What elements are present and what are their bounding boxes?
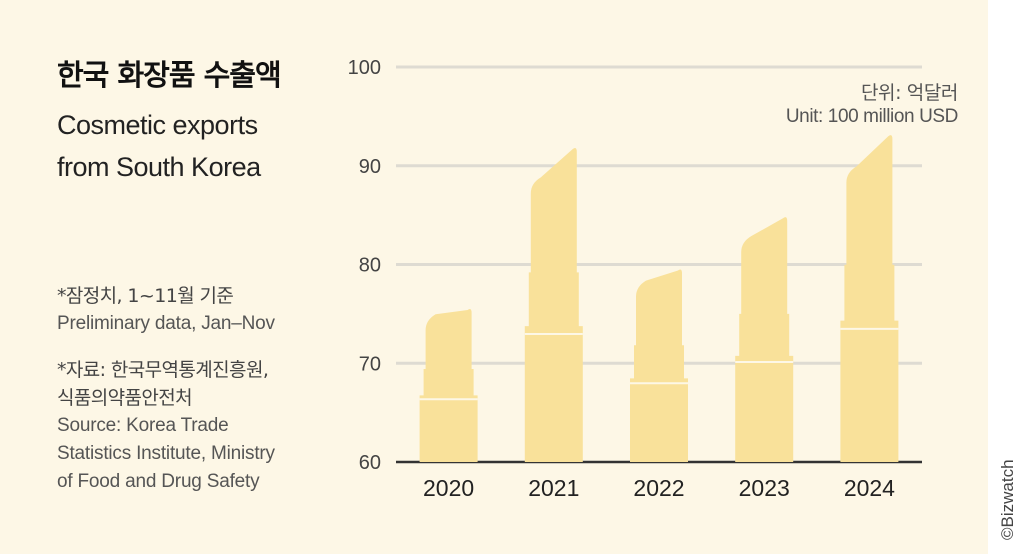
copyright-credit: ©Bizwatch (998, 459, 1017, 540)
y-tick-label-70: 70 (359, 353, 381, 375)
x-tick-label-2022: 2022 (633, 475, 684, 501)
source-english-line-1: Source: Korea Trade (57, 415, 229, 436)
title-en-line-2: from South Korea (57, 152, 261, 182)
x-tick-label-2024: 2024 (844, 475, 895, 501)
preliminary-note: *잠정치, 1~11월 기준 Preliminary data, Jan–Nov (57, 282, 327, 338)
y-tick-label-60: 60 (359, 452, 381, 474)
x-tick-label-2020: 2020 (423, 475, 474, 501)
bar-2024 (840, 135, 899, 462)
y-tick-label-80: 80 (359, 255, 381, 277)
title-en-line-1: Cosmetic exports (57, 110, 258, 140)
source-note: *자료: 한국무역통계진흥원, 식품의약품안전처 Source: Korea T… (57, 356, 327, 496)
x-tick-label-2023: 2023 (739, 475, 790, 501)
bar-2023 (735, 217, 794, 462)
y-tick-label-100: 100 (348, 57, 381, 79)
bar-2020 (419, 308, 478, 462)
unit-label-korean: 단위: 억달러 (860, 82, 958, 104)
chart-title-korean: 한국 화장품 수출액 (57, 58, 282, 92)
y-tick-label-90: 90 (359, 156, 381, 178)
bar-2022 (630, 269, 688, 462)
source-korean-line-1: *자료: 한국무역통계진흥원, (57, 359, 269, 381)
x-tick-label-2021: 2021 (528, 475, 579, 501)
preliminary-note-english: Preliminary data, Jan–Nov (57, 313, 275, 334)
lipstick-bar-chart: 60 70 80 90 100 2020 2021 2022 2023 2024 (348, 57, 922, 501)
source-korean-line-2: 식품의약품안전처 (57, 387, 193, 409)
unit-label-english: Unit: 100 million USD (785, 106, 959, 127)
source-english-line-3: of Food and Drug Safety (57, 471, 260, 492)
preliminary-note-korean: *잠정치, 1~11월 기준 (57, 285, 234, 307)
chart-title-english: Cosmetic exports from South Korea (57, 104, 317, 188)
bar-2021 (524, 148, 583, 462)
source-english-line-2: Statistics Institute, Ministry (57, 443, 275, 464)
